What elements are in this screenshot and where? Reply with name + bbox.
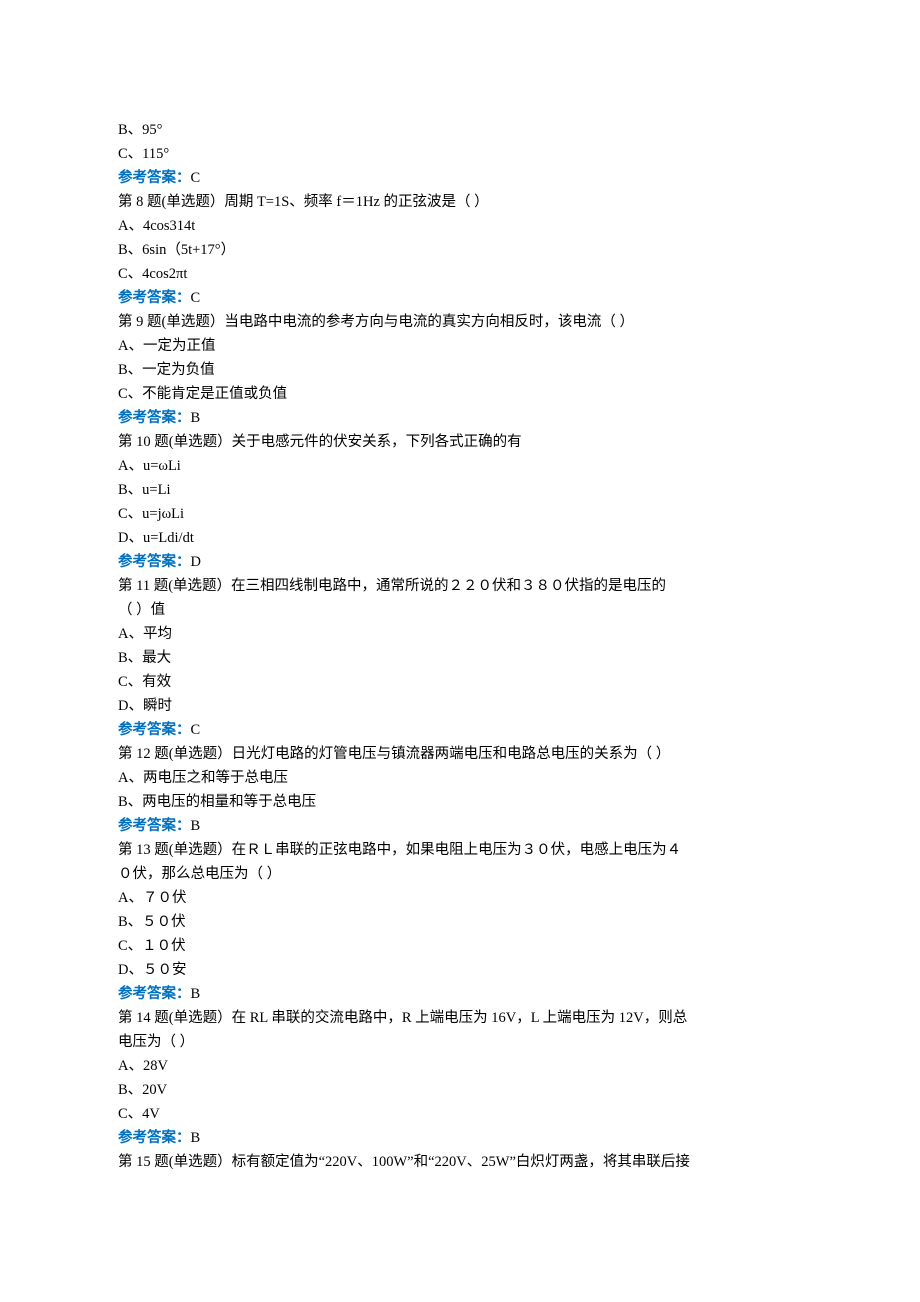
q12-option-a: A、两电压之和等于总电压 [118, 766, 802, 790]
q12-stem: 第 12 题(单选题）日光灯电路的灯管电压与镇流器两端电压和电路总电压的关系为（… [118, 742, 802, 766]
answer-value: C [191, 722, 201, 738]
q8-stem: 第 8 题(单选题）周期 T=1S、频率 f＝1Hz 的正弦波是（ ） [118, 190, 802, 214]
answer-label: 参考答案： [118, 554, 191, 570]
q13-stem-line1: 第 13 题(单选题）在ＲＬ串联的正弦电路中，如果电阻上电压为３０伏，电感上电压… [118, 838, 802, 862]
answer-value: C [191, 290, 201, 306]
q13-option-d: D、５０安 [118, 958, 802, 982]
q11-stem-line2: （ ）值 [118, 598, 802, 622]
q10-option-d: D、u=Ldi/dt [118, 526, 802, 550]
q12-answer: 参考答案：B [118, 814, 802, 838]
q8-option-b: B、6sin（5t+17°） [118, 238, 802, 262]
q14-answer: 参考答案：B [118, 1126, 802, 1150]
q7-option-c: C、115° [118, 142, 802, 166]
q11-option-a: A、平均 [118, 622, 802, 646]
q11-answer: 参考答案：C [118, 718, 802, 742]
answer-value: B [191, 986, 201, 1002]
q11-option-b: B、最大 [118, 646, 802, 670]
q9-option-c: C、不能肯定是正值或负值 [118, 382, 802, 406]
q10-stem: 第 10 题(单选题）关于电感元件的伏安关系，下列各式正确的有 [118, 430, 802, 454]
q14-stem-line2: 电压为（ ） [118, 1030, 802, 1054]
answer-value: B [191, 410, 201, 426]
q10-option-a: A、u=ωLi [118, 454, 802, 478]
q11-option-c: C、有效 [118, 670, 802, 694]
q10-option-c: C、u=jωLi [118, 502, 802, 526]
q9-stem: 第 9 题(单选题）当电路中电流的参考方向与电流的真实方向相反时，该电流（ ） [118, 310, 802, 334]
answer-value: B [191, 1130, 201, 1146]
q14-stem-line1: 第 14 题(单选题）在 RL 串联的交流电路中，R 上端电压为 16V，L 上… [118, 1006, 802, 1030]
q13-option-b: B、５０伏 [118, 910, 802, 934]
q13-stem-line2: ０伏，那么总电压为（ ） [118, 862, 802, 886]
q11-stem-line1: 第 11 题(单选题）在三相四线制电路中，通常所说的２２０伏和３８０伏指的是电压… [118, 574, 802, 598]
answer-value: B [191, 818, 201, 834]
answer-label: 参考答案： [118, 410, 191, 426]
q9-option-a: A、一定为正值 [118, 334, 802, 358]
q14-option-c: C、4V [118, 1102, 802, 1126]
answer-label: 参考答案： [118, 1130, 191, 1146]
q13-answer: 参考答案：B [118, 982, 802, 1006]
q13-option-c: C、１０伏 [118, 934, 802, 958]
answer-label: 参考答案： [118, 818, 191, 834]
q8-option-a: A、4cos314t [118, 214, 802, 238]
q14-option-a: A、28V [118, 1054, 802, 1078]
q10-option-b: B、u=Li [118, 478, 802, 502]
q11-option-d: D、瞬时 [118, 694, 802, 718]
q14-option-b: B、20V [118, 1078, 802, 1102]
answer-value: D [191, 554, 201, 570]
q9-option-b: B、一定为负值 [118, 358, 802, 382]
q10-answer: 参考答案：D [118, 550, 802, 574]
answer-label: 参考答案： [118, 722, 191, 738]
answer-value: C [191, 170, 201, 186]
q9-answer: 参考答案：B [118, 406, 802, 430]
q8-answer: 参考答案：C [118, 286, 802, 310]
answer-label: 参考答案： [118, 170, 191, 186]
q7-option-b: B、95° [118, 118, 802, 142]
q8-option-c: C、4cos2πt [118, 262, 802, 286]
q7-answer: 参考答案：C [118, 166, 802, 190]
q12-option-b: B、两电压的相量和等于总电压 [118, 790, 802, 814]
answer-label: 参考答案： [118, 986, 191, 1002]
answer-label: 参考答案： [118, 290, 191, 306]
q15-stem: 第 15 题(单选题）标有额定值为“220V、100W”和“220V、25W”白… [118, 1150, 802, 1174]
q13-option-a: A、７０伏 [118, 886, 802, 910]
document-page: B、95° C、115° 参考答案：C 第 8 题(单选题）周期 T=1S、频率… [0, 0, 920, 1302]
